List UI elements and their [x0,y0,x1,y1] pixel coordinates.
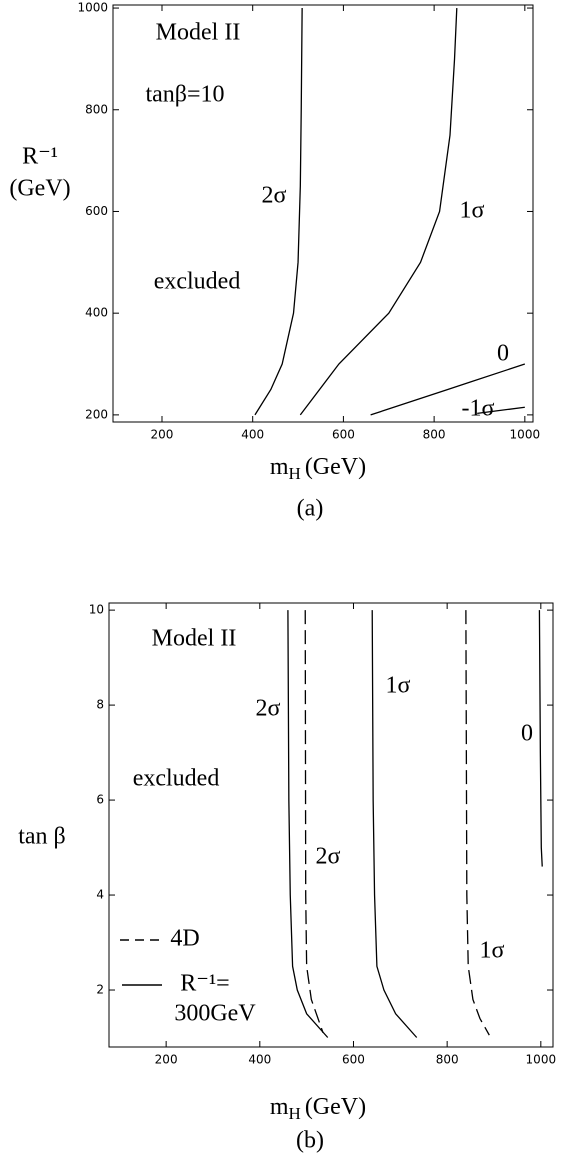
x-tick-label: 400 [248,1053,271,1067]
y-axis-label: (GeV) [9,176,70,202]
contour-label: 1σ [460,198,485,224]
contour-line [304,610,324,1033]
contour-label: 1σ [480,938,505,964]
y-tick-label: 800 [85,102,108,116]
x-tick-label: 600 [342,1053,365,1067]
contour-line [371,610,418,1038]
legend-label: 300GeV [174,1001,256,1027]
y-tick-label: 10 [89,603,104,617]
contour-label: 0 [521,721,533,747]
x-tick-label: 1000 [510,428,541,442]
contour-line [465,610,490,1036]
annotation: excluded [154,269,241,295]
contour-label: 2σ [316,844,341,870]
annotation: Model II [152,626,237,652]
y-tick-label: 200 [85,407,108,421]
x-tick-label: 200 [151,428,174,442]
y-tick-label: 4 [96,888,104,902]
x-label-main: m [270,1094,289,1120]
contour-label: 1σ [386,673,411,699]
contour-line [254,8,303,416]
annotation: excluded [133,766,220,792]
panel-caption: (b) [296,1128,324,1154]
y-tick-label: 1000 [77,1,108,15]
y-axis-label: tan β [18,824,66,850]
contour-line [370,363,526,416]
plot-frame [108,602,554,1048]
x-label-unit: (GeV) [305,454,366,480]
y-axis-label: R⁻¹ [22,144,58,170]
x-label-sub: H [289,464,301,483]
x-label-unit: (GeV) [305,1094,366,1120]
contour-label: 2σ [262,183,287,209]
x-axis-label: mH (GeV) [270,454,366,483]
contour-line [538,610,543,867]
contour-line [299,8,458,416]
x-tick-label: 1000 [526,1053,557,1067]
x-tick-label: 800 [436,1053,459,1067]
x-label-main: m [270,454,289,480]
y-tick-label: 6 [96,793,104,807]
legend-label: R⁻¹= [180,971,229,997]
annotation: tanβ=10 [145,82,224,108]
legend-label: 4D [170,926,199,952]
contour-label: 0 [497,341,509,367]
contour-label: -1σ [462,396,495,422]
panel-caption: (a) [297,496,324,522]
x-tick-label: 600 [332,428,355,442]
contour-label: 2σ [256,696,281,722]
contour-line [287,610,329,1038]
x-tick-label: 200 [155,1053,178,1067]
x-label-sub: H [289,1104,301,1123]
plot-frame [112,4,534,423]
y-tick-label: 400 [85,306,108,320]
x-axis-label: mH (GeV) [270,1094,366,1123]
y-tick-label: 8 [96,698,104,712]
annotation: Model II [156,20,241,46]
contour-line [477,406,525,414]
y-tick-label: 600 [85,204,108,218]
x-tick-label: 800 [423,428,446,442]
y-tick-label: 2 [96,983,104,997]
x-tick-label: 400 [241,428,264,442]
